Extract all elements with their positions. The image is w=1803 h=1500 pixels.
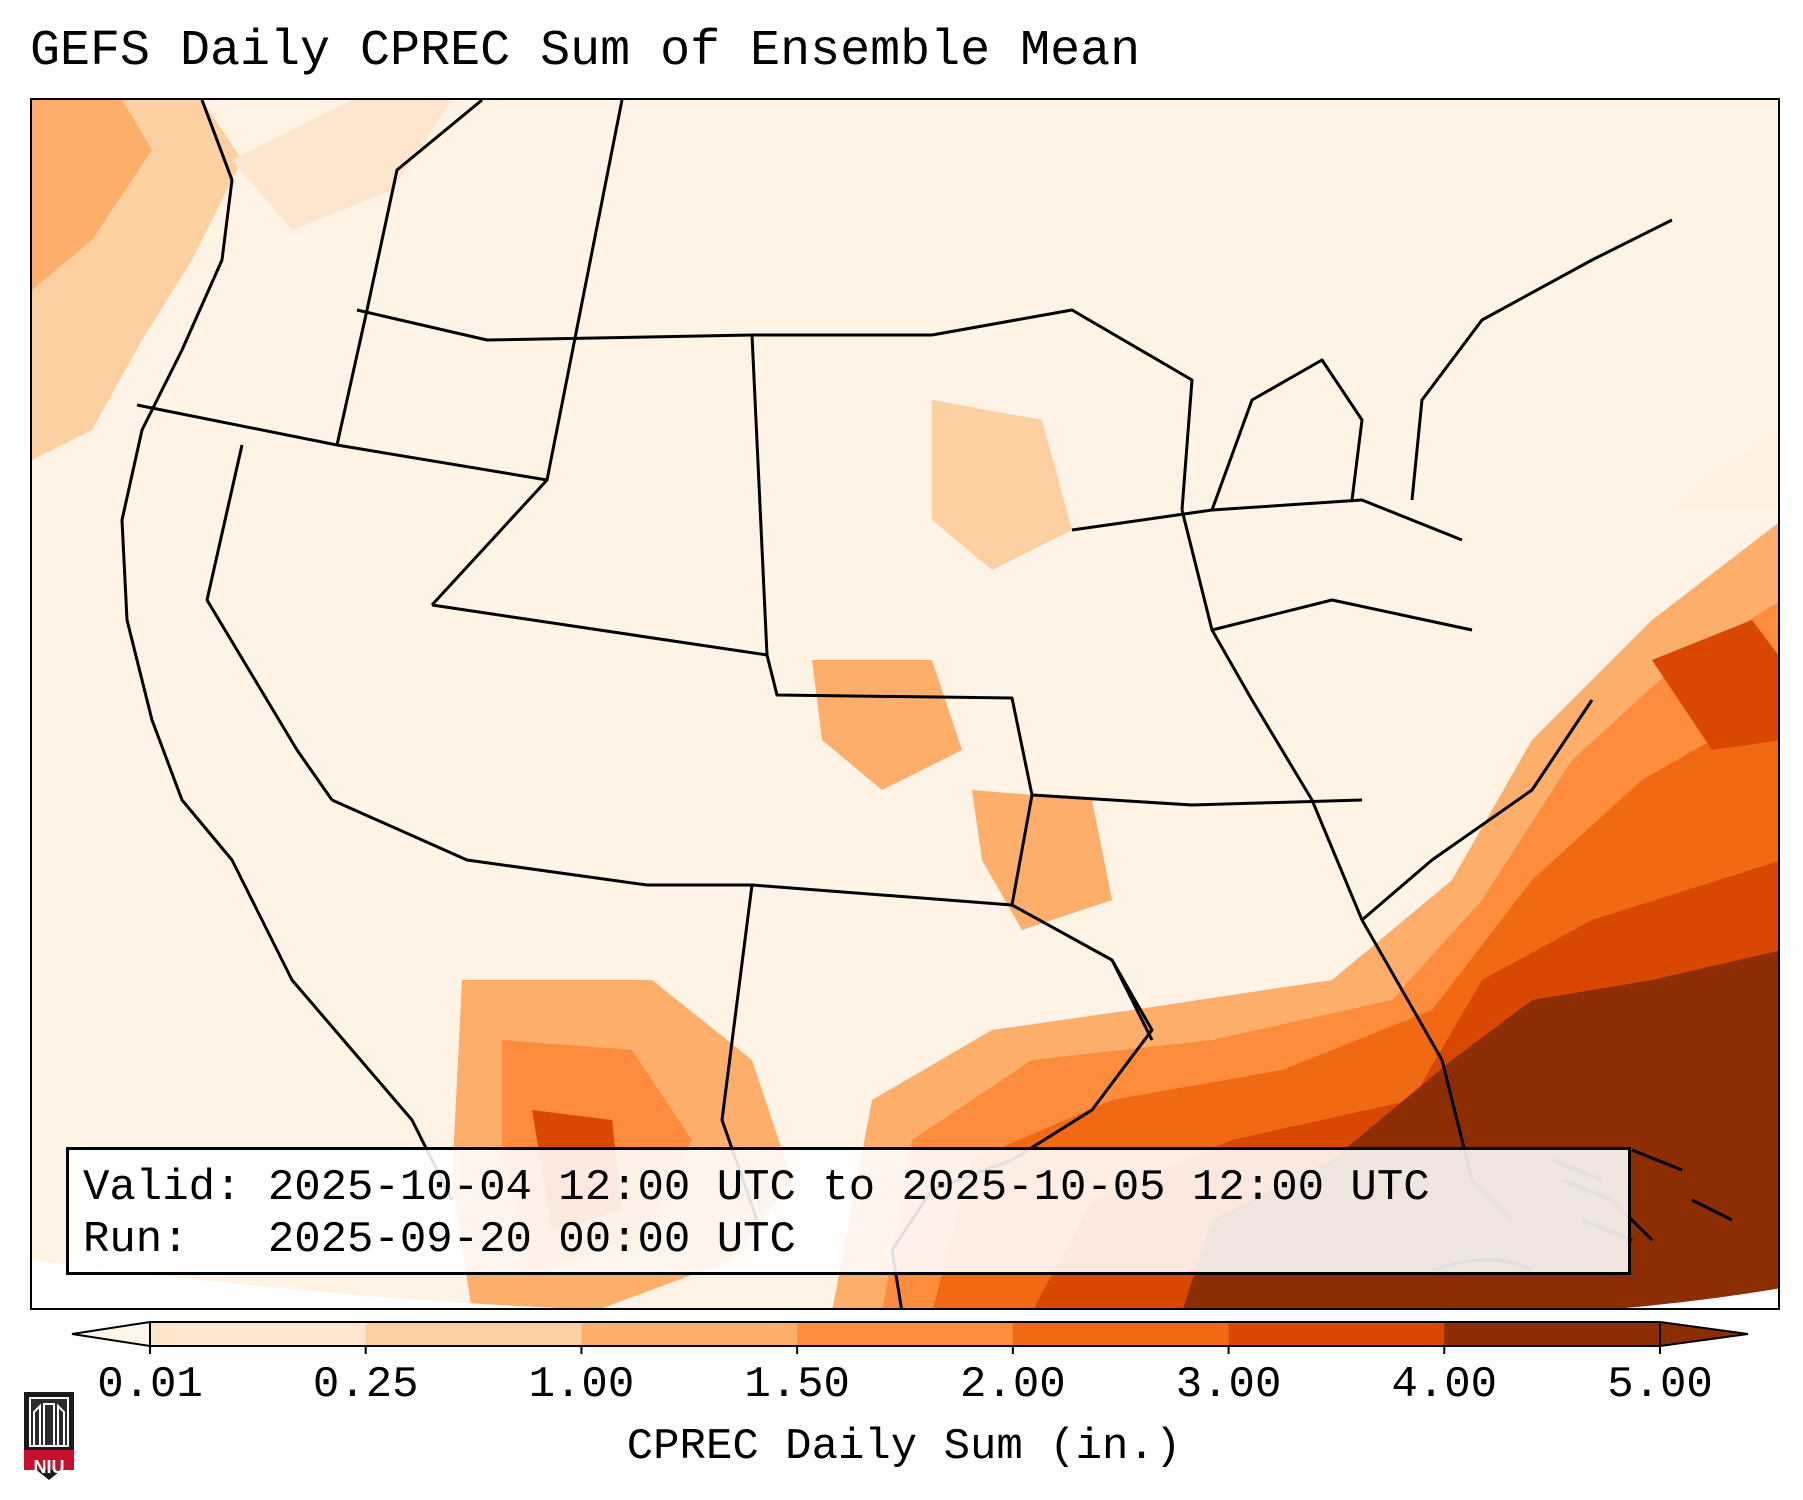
niu-logo-icon: [24, 1392, 74, 1480]
map-title: GEFS Daily CPREC Sum of Ensemble Mean: [30, 23, 1141, 80]
colorbar-segment: [581, 1322, 798, 1346]
colorbar: [71, 1320, 1749, 1354]
domain-edge-se: [1624, 1288, 1778, 1308]
colorbar-tick-label: 0.25: [312, 1360, 419, 1410]
colorbar-tick-label: 2.00: [960, 1360, 1066, 1410]
colorbar-segment: [1012, 1322, 1230, 1346]
valid-label: Valid:: [83, 1163, 242, 1213]
run-value: 2025-09-20 00:00 UTC: [267, 1215, 796, 1265]
domain-edge-ne: [1672, 432, 1778, 510]
colorbar-extend-high: [1659, 1320, 1749, 1348]
colorbar-segments: [71, 1320, 1749, 1348]
colorbar-tick-label: 4.00: [1391, 1360, 1498, 1410]
logo-text: NIU: [33, 1457, 65, 1477]
run-label: Run:: [83, 1215, 189, 1265]
precipitation-map: [30, 98, 1780, 1310]
niu-logo: NIU: [20, 1388, 78, 1484]
colorbar-tick-label: 0.01: [97, 1360, 203, 1410]
validity-info-box: Valid: 2025-10-04 12:00 UTC to 2025-10-0…: [66, 1147, 1631, 1275]
colorbar-segment: [1444, 1322, 1661, 1346]
colorbar-segment: [150, 1322, 367, 1346]
colorbar-tick-label: 1.50: [744, 1360, 850, 1410]
colorbar-tick-label: 5.00: [1607, 1360, 1713, 1410]
colorbar-extend-low: [71, 1320, 151, 1348]
map-canvas: [32, 100, 1778, 1308]
colorbar-segment: [1228, 1322, 1445, 1346]
colorbar-outline: [149, 1321, 1661, 1347]
colorbar-segment: [365, 1322, 582, 1346]
colorbar-tick-label: 3.00: [1175, 1360, 1282, 1410]
colorbar-segment: [797, 1322, 1014, 1346]
colorbar-tick-marks: [149, 1346, 1661, 1354]
colorbar-tick-label: 1.00: [528, 1360, 635, 1410]
colorbar-label: CPREC Daily Sum (in.): [626, 1422, 1182, 1472]
domain-edge-sw: [32, 1260, 559, 1308]
valid-value: 2025-10-04 12:00 UTC to 2025-10-05 12:00…: [267, 1163, 1430, 1213]
